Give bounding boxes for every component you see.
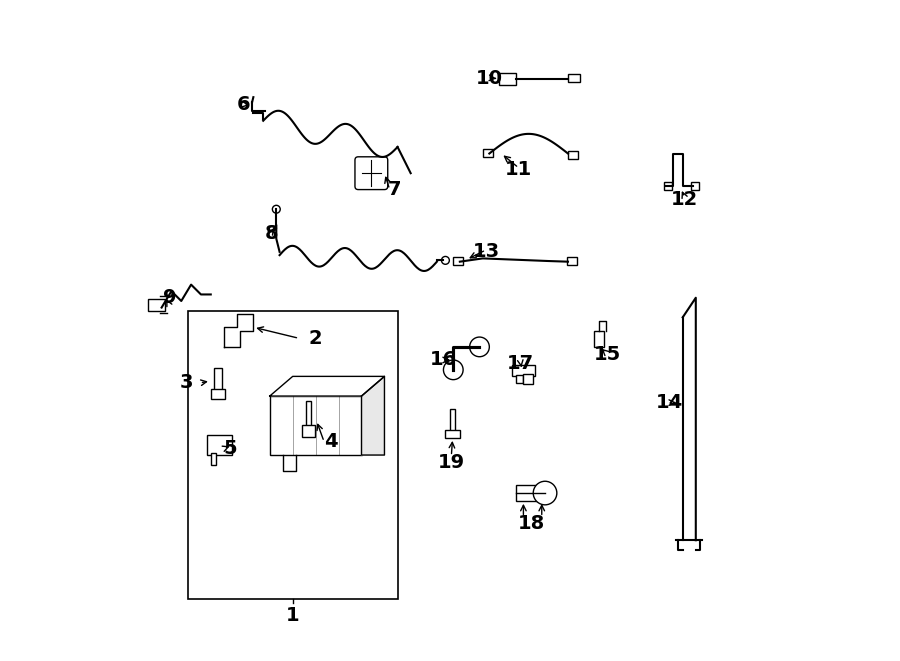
Bar [270,396,362,455]
Text: 6: 6 [237,95,250,114]
Text: 18: 18 [518,514,545,533]
Bar [524,373,533,384]
Bar [516,375,524,383]
Text: 13: 13 [472,243,500,261]
Bar [306,401,311,427]
Bar [208,436,232,455]
Text: 15: 15 [594,345,621,364]
Text: 2: 2 [309,329,322,348]
Bar [500,73,516,85]
Text: 1: 1 [286,606,300,625]
Text: 19: 19 [437,453,465,473]
Text: 3: 3 [180,373,194,393]
Bar [482,149,492,157]
Text: 14: 14 [656,393,683,412]
Text: 5: 5 [223,439,238,458]
Bar [148,299,165,311]
Polygon shape [362,376,384,455]
Text: 17: 17 [508,354,535,373]
Text: 16: 16 [430,350,457,369]
FancyBboxPatch shape [355,157,388,190]
Bar [211,453,216,465]
Circle shape [470,337,490,357]
Circle shape [533,481,557,505]
Polygon shape [270,376,384,396]
Bar [512,365,535,376]
Bar [594,330,604,347]
Bar [211,389,225,399]
Bar [516,485,545,501]
Bar [568,151,578,159]
Bar [446,430,460,438]
Text: 4: 4 [324,432,338,451]
Bar [568,74,580,82]
Text: 9: 9 [163,288,176,307]
Bar [663,182,671,190]
Bar [567,257,577,265]
Circle shape [444,360,464,379]
Text: 10: 10 [476,69,503,88]
Bar [691,182,699,190]
Bar [302,425,315,437]
Bar [450,409,455,432]
Bar [454,257,464,265]
Bar [214,368,222,391]
Text: 12: 12 [671,190,698,209]
Text: 8: 8 [265,224,278,243]
Text: 7: 7 [388,180,401,199]
Bar [188,311,398,600]
Text: 11: 11 [505,161,533,179]
